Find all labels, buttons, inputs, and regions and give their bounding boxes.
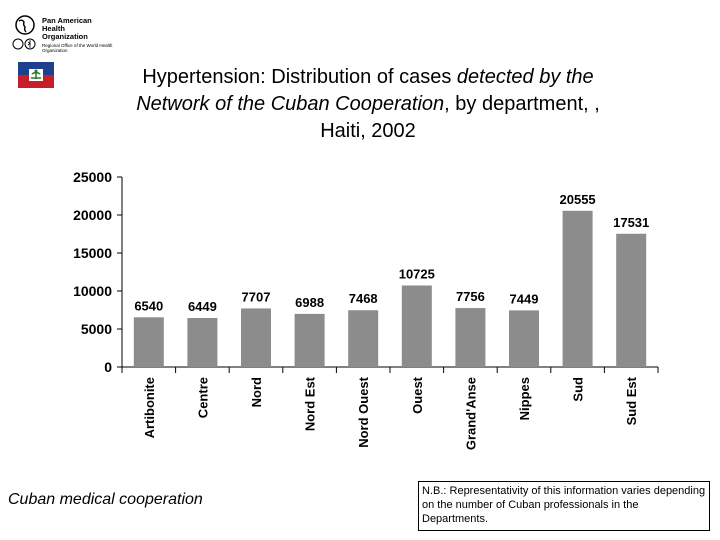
bar: [348, 310, 379, 367]
chart-title: Hypertension: Distribution of cases dete…: [58, 64, 678, 145]
x-category-label: Nippes: [517, 377, 532, 420]
bar: [187, 317, 218, 367]
haiti-flag-icon: [18, 62, 54, 88]
y-tick-label: 10000: [73, 283, 112, 299]
bar-value-label: 6449: [188, 299, 217, 314]
bar: [294, 313, 325, 367]
paho-logo: Pan American Health Organization Regiona…: [12, 14, 122, 54]
x-category-label: Grand'Anse: [463, 377, 478, 450]
x-category-label: Centre: [195, 377, 210, 418]
org-name-line1: Pan American: [42, 16, 92, 25]
globe-emblem-icon: [12, 15, 36, 50]
footer-caption: Cuban medical cooperation: [8, 491, 203, 508]
bar: [133, 317, 164, 367]
y-tick-label: 0: [104, 359, 112, 375]
bar: [616, 233, 647, 367]
bar-value-label: 6540: [134, 298, 163, 313]
bar-value-label: 7756: [456, 289, 485, 304]
x-category-label: Nord Est: [303, 376, 318, 431]
bar-value-label: 6988: [295, 295, 324, 310]
org-subtitle: Regional Office of the World Health Orga…: [42, 43, 113, 53]
bar: [401, 285, 432, 367]
y-tick-label: 15000: [73, 245, 112, 261]
x-category-label: Nord: [249, 377, 264, 407]
title-part-5: Haiti, 2002: [320, 120, 416, 142]
org-name: Pan American Health Organization: [42, 17, 92, 41]
bar-value-label: 7449: [510, 291, 539, 306]
title-part-1: Hypertension: Distribution of cases: [142, 66, 457, 88]
title-part-4: , by department, ,: [444, 93, 600, 115]
x-category-label: Sud Est: [624, 376, 639, 425]
title-part-2: detected by the: [456, 66, 594, 88]
org-name-line2: Health: [42, 24, 65, 33]
bar: [562, 210, 593, 367]
bar-value-label: 7468: [349, 291, 378, 306]
bar-value-label: 17531: [613, 215, 649, 230]
bar: [509, 310, 539, 367]
x-category-label: Nord Ouest: [356, 376, 371, 447]
y-tick-label: 20000: [73, 207, 112, 223]
bar: [241, 308, 271, 367]
x-category-label: Sud: [571, 377, 586, 402]
bar-value-label: 10725: [399, 266, 435, 281]
org-name-line3: Organization: [42, 32, 88, 41]
title-part-3: Network of the Cuban Cooperation: [136, 93, 445, 115]
bar-value-label: 20555: [560, 192, 596, 207]
representativity-note: N.B.: Representativity of this informati…: [418, 481, 710, 531]
bar: [455, 308, 486, 367]
y-tick-label: 5000: [81, 321, 112, 337]
bar-value-label: 7707: [242, 289, 271, 304]
y-tick-label: 25000: [73, 169, 112, 185]
x-category-label: Ouest: [410, 376, 425, 414]
x-category-label: Artibonite: [142, 377, 157, 438]
